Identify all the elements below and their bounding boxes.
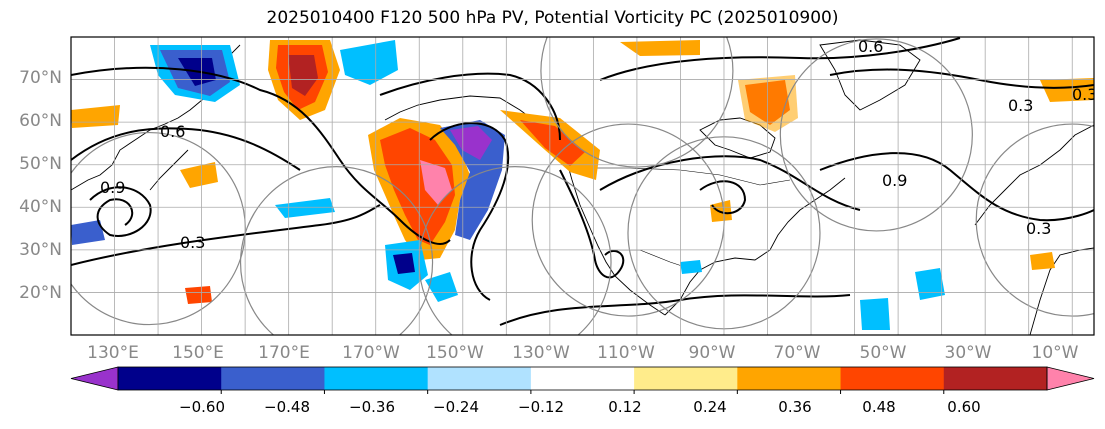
pv-anomaly-negative — [915, 268, 945, 300]
colorbar-segment — [530, 367, 635, 390]
colorbar-segment — [324, 367, 429, 390]
pv-anomaly-positive — [710, 200, 732, 222]
colorbar-tick-label: −0.36 — [349, 398, 395, 416]
na-west-coastline — [564, 154, 666, 316]
pv-anomaly-positive — [288, 55, 318, 96]
europe-coastline — [974, 124, 1094, 226]
contour-label: 0.3 — [1072, 85, 1097, 104]
lat-label: 20°N — [19, 283, 62, 303]
lon-label: 50°W — [859, 343, 907, 363]
colorbar-tick-label: −0.24 — [433, 398, 479, 416]
lat-label: 30°N — [19, 240, 62, 260]
pv-anomaly-negative — [425, 272, 458, 302]
lon-label: 150°W — [426, 343, 484, 363]
pv-shading — [71, 40, 1094, 330]
lon-label: 170°W — [342, 343, 400, 363]
lon-label: 10°W — [1031, 343, 1079, 363]
pv-anomaly-positive — [1040, 78, 1094, 102]
graticule — [71, 37, 1094, 335]
lon-label: 70°W — [773, 343, 821, 363]
japan-coastline — [149, 149, 189, 191]
colorbar-tick-label: 0.48 — [862, 398, 896, 416]
colorbar-tick-label: 0.36 — [778, 398, 812, 416]
pv-anomaly-negative — [450, 126, 492, 160]
lon-label: 150°E — [172, 343, 224, 363]
colorbar-tick-label: −0.12 — [518, 398, 564, 416]
pv-anomaly-negative — [340, 40, 398, 85]
pv-anomaly-negative — [393, 253, 415, 274]
na-gulf-coastline — [664, 177, 846, 316]
lat-label: 60°N — [19, 111, 62, 131]
pv-anomaly-negative — [71, 220, 105, 245]
pv-anomaly-positive — [71, 105, 120, 128]
pv-anomaly-negative — [860, 298, 890, 330]
lon-label: 130°W — [512, 343, 570, 363]
hudson-coastline — [699, 117, 776, 159]
contour-labels: 0.6 0.3 0.9 0.3 0.9 0.3 0.6 0.3 — [100, 37, 1097, 252]
colorbar-tick-label: −0.60 — [179, 398, 225, 416]
colorbar-segment — [221, 367, 325, 390]
colorbar-segment — [70, 366, 119, 391]
range-circle — [779, 38, 973, 232]
pv-anomaly-positive — [180, 162, 218, 188]
contour-label: 0.9 — [100, 178, 125, 197]
colorbar-tick-label: −0.48 — [264, 398, 310, 416]
colorbar-segment — [840, 367, 945, 390]
lon-label: 130°E — [87, 343, 139, 363]
colorbar-tick-label: 0.60 — [947, 398, 981, 416]
pv-anomaly-positive — [520, 120, 585, 166]
pv-anomaly-negative — [680, 260, 702, 274]
colorbar-segment — [634, 367, 738, 390]
colorbar-tick-label: 0.12 — [608, 398, 642, 416]
lon-label: 170°E — [258, 343, 310, 363]
colorbar — [70, 366, 1095, 394]
us-canada-border — [585, 167, 791, 186]
lon-label: 90°W — [688, 343, 736, 363]
colorbar-segment — [737, 367, 842, 390]
pv-anomaly-negative — [275, 198, 335, 218]
pv-contours — [71, 37, 1094, 326]
pv-anomaly-positive — [1030, 252, 1055, 270]
pv-anomaly-positive — [620, 40, 700, 56]
map-field: 0.6 0.3 0.9 0.3 0.9 0.3 0.6 0.3 — [71, 37, 1097, 335]
pv-anomaly-positive — [380, 128, 455, 245]
lat-label: 50°N — [19, 154, 62, 174]
contour-label: 0.6 — [858, 37, 883, 56]
colorbar-tick-label: 0.24 — [693, 398, 727, 416]
contour-label: 0.3 — [180, 233, 205, 252]
pv-anomaly-negative — [440, 120, 505, 240]
lat-label: 70°N — [19, 68, 62, 88]
pv-anomaly-positive — [420, 160, 452, 205]
contour-label: 0.6 — [160, 122, 185, 141]
colorbar-segment — [118, 367, 222, 390]
pv-anomaly-positive — [185, 286, 212, 304]
colorbar-segment — [427, 367, 532, 390]
map-frame — [70, 36, 1095, 336]
contour-label: 0.3 — [1026, 219, 1051, 238]
contour-label: 0.3 — [1008, 96, 1033, 115]
contour-label: 0.9 — [882, 171, 907, 190]
lat-label: 40°N — [19, 197, 62, 217]
range-circle — [239, 166, 434, 335]
colorbar-segment — [1046, 366, 1095, 391]
pv-anomaly-positive — [738, 75, 798, 132]
greenland-coastline — [819, 39, 921, 111]
lon-label: 30°W — [944, 343, 992, 363]
colorbar-frame — [117, 366, 1048, 391]
map-title: 2025010400 F120 500 hPa PV, Potential Vo… — [266, 8, 839, 28]
colorbar-segment — [943, 367, 1048, 390]
lon-label: 110°W — [597, 343, 655, 363]
